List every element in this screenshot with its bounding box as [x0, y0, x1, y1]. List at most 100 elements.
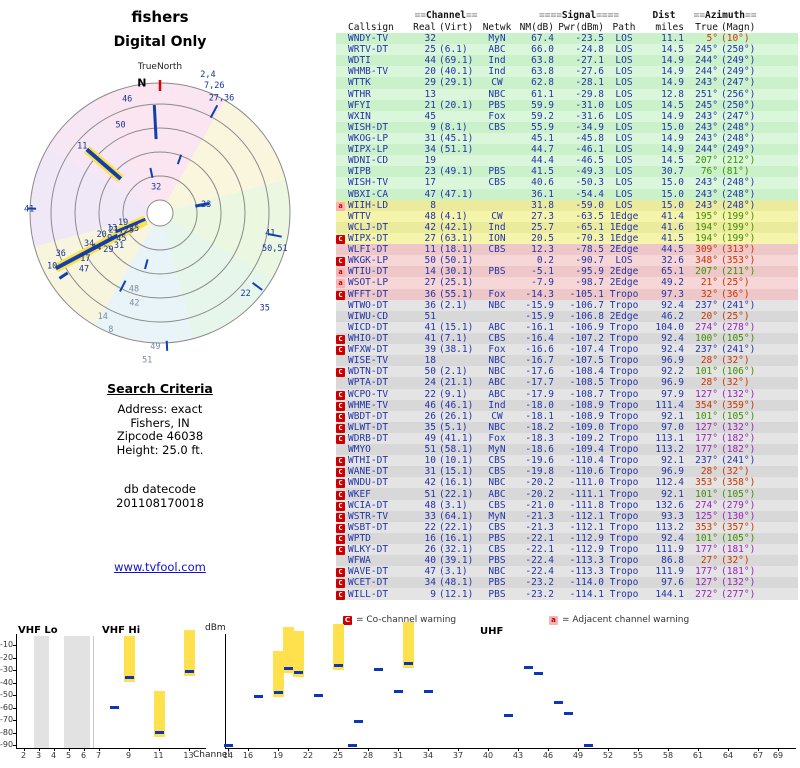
channel-tick-label: 6 — [80, 751, 87, 760]
co-channel-warning-badge: C — [336, 512, 345, 522]
col-header-path: Path — [612, 21, 636, 33]
dbm-tick-mark — [13, 720, 16, 721]
path-cell: Tropo — [609, 455, 639, 467]
power-cell: -49.3 — [575, 166, 604, 178]
network-cell: PBS — [488, 99, 506, 111]
warning-cell: C — [336, 489, 348, 500]
callsign-cell: WHMB-TV — [348, 66, 389, 78]
warning-cell: C — [336, 500, 348, 511]
nm-cell: 36.1 — [531, 188, 554, 200]
channel-tick-label: 52 — [602, 751, 614, 760]
dbm-tick-label: -90 — [0, 740, 14, 749]
table-row: WFYI 21 (20.1) PBS 59.9 -31.0 LOS 14.5 245° (250°… — [336, 99, 798, 111]
magnetic-azimuth-cell: (32°) — [721, 355, 750, 367]
network-cell: CBS — [488, 466, 506, 478]
radar-pointer — [209, 104, 219, 119]
real-channel-cell: 51 — [424, 488, 436, 500]
channel-tick-mark — [188, 748, 190, 751]
header-deco: ≡≡≡≡ — [596, 10, 620, 21]
virtual-channel-cell: (42.1) — [439, 221, 474, 233]
col-header-virt: (Virt) — [439, 21, 474, 33]
channel-tick-mark — [23, 748, 25, 751]
true-azimuth-cell: 28° — [700, 355, 718, 367]
callsign-cell: WISH-DT — [348, 121, 389, 133]
channel-tick-label: 55 — [632, 751, 644, 760]
channel-tick-label: 22 — [302, 751, 314, 760]
true-azimuth-cell: 243° — [695, 121, 718, 133]
virtual-channel-cell: (32.1) — [439, 544, 474, 556]
channel-tick-label: 69 — [772, 751, 784, 760]
miles-cell: 14.9 — [661, 55, 684, 67]
miles-cell: 113.2 — [655, 521, 684, 533]
real-channel-cell: 49 — [424, 432, 436, 444]
path-cell: Tropo — [609, 477, 639, 489]
true-azimuth-cell: 127° — [695, 421, 718, 433]
page-subtitle: Digital Only — [113, 34, 207, 50]
nm-cell: 45.1 — [531, 133, 554, 145]
real-channel-cell: 34 — [424, 577, 436, 589]
channel-tick-label: 28 — [362, 751, 374, 760]
channel-tick-label: 13 — [183, 751, 194, 760]
channel-tick-label: 58 — [662, 751, 674, 760]
callsign-cell: WFFT-DT — [348, 288, 389, 300]
nm-cell: 59.2 — [531, 110, 554, 122]
signal-bar — [274, 690, 283, 694]
callsign-cell: WISE-TV — [348, 355, 389, 367]
power-cell: -113.3 — [569, 566, 604, 578]
vhf-lo-shaded-band — [64, 636, 90, 748]
network-cell: MyN — [488, 33, 506, 45]
miles-cell: 65.1 — [661, 266, 684, 278]
channel-tick-mark — [228, 748, 229, 751]
path-cell: Tropo — [609, 321, 639, 333]
network-cell: NBC — [488, 366, 506, 378]
radar-pointer — [119, 280, 127, 292]
path-cell: Tropo — [609, 488, 639, 500]
miles-cell: 30.7 — [661, 166, 684, 178]
virtual-channel-cell: (8.1) — [439, 121, 468, 133]
nm-cell: -17.9 — [525, 388, 554, 400]
magnetic-azimuth-cell: (105°) — [721, 532, 756, 544]
co-channel-warning-badge: C — [336, 257, 345, 267]
radar-channel-label: 13 — [107, 224, 117, 234]
true-azimuth-cell: 195° — [695, 210, 718, 222]
network-cell: CBS — [488, 521, 506, 533]
real-channel-cell: 44 — [424, 55, 436, 67]
network-cell: Fox — [488, 344, 506, 356]
power-cell: -111.0 — [569, 477, 604, 489]
real-channel-cell: 22 — [424, 521, 436, 533]
network-cell: CBS — [488, 455, 506, 467]
radar-channel-label: 8 — [108, 325, 113, 335]
miles-cell: 112.4 — [655, 477, 684, 489]
real-channel-cell: 45 — [424, 110, 436, 122]
virtual-channel-cell: (7.1) — [439, 333, 468, 344]
virtual-channel-cell: (9.1) — [439, 388, 468, 400]
magnetic-azimuth-cell: (181°) — [721, 544, 756, 556]
dbm-tick-label: -70 — [0, 715, 14, 724]
callsign-cell: WHIO-DT — [348, 333, 389, 344]
radar-ring — [50, 103, 270, 323]
magnetic-azimuth-cell: (106°) — [721, 366, 756, 378]
radar-channel-label: 27,36 — [209, 93, 235, 103]
col-header-true: True — [695, 21, 718, 33]
virtual-channel-cell: (39.1) — [439, 555, 474, 567]
table-row: WXIN 45 Fox 59.2 -31.6 LOS 14.9 243° (247°) — [336, 110, 798, 122]
miles-cell: 12.8 — [661, 88, 684, 100]
network-cell: CW — [491, 410, 503, 422]
true-azimuth-cell: 251° — [695, 88, 718, 100]
path-cell: 1Edge — [609, 210, 639, 222]
true-azimuth-cell: 194° — [695, 233, 718, 245]
power-cell: -109.2 — [569, 432, 604, 444]
highlight-box — [273, 650, 284, 697]
radar-channel-label: 48 — [129, 285, 139, 295]
path-cell: LOS — [615, 121, 633, 133]
table-row: C WKGK-LP 50 (50.1) 0.2 -90.7 LOS 32.6 348° (353°… — [336, 255, 798, 267]
radar-ring — [122, 175, 198, 251]
tvfool-link[interactable]: www.tvfool.com — [114, 560, 206, 574]
signal-bar — [314, 694, 323, 698]
miles-cell: 104.0 — [655, 321, 684, 333]
true-azimuth-cell: 20° — [700, 310, 718, 322]
warning-cell: a — [336, 200, 348, 211]
channel-tick-label: 7 — [95, 751, 102, 760]
table-row: WNDY-TV 32 MyN 67.4 -23.5 LOS 11.1 5° (10°) — [336, 33, 798, 45]
nm-cell: -23.2 — [525, 588, 554, 600]
